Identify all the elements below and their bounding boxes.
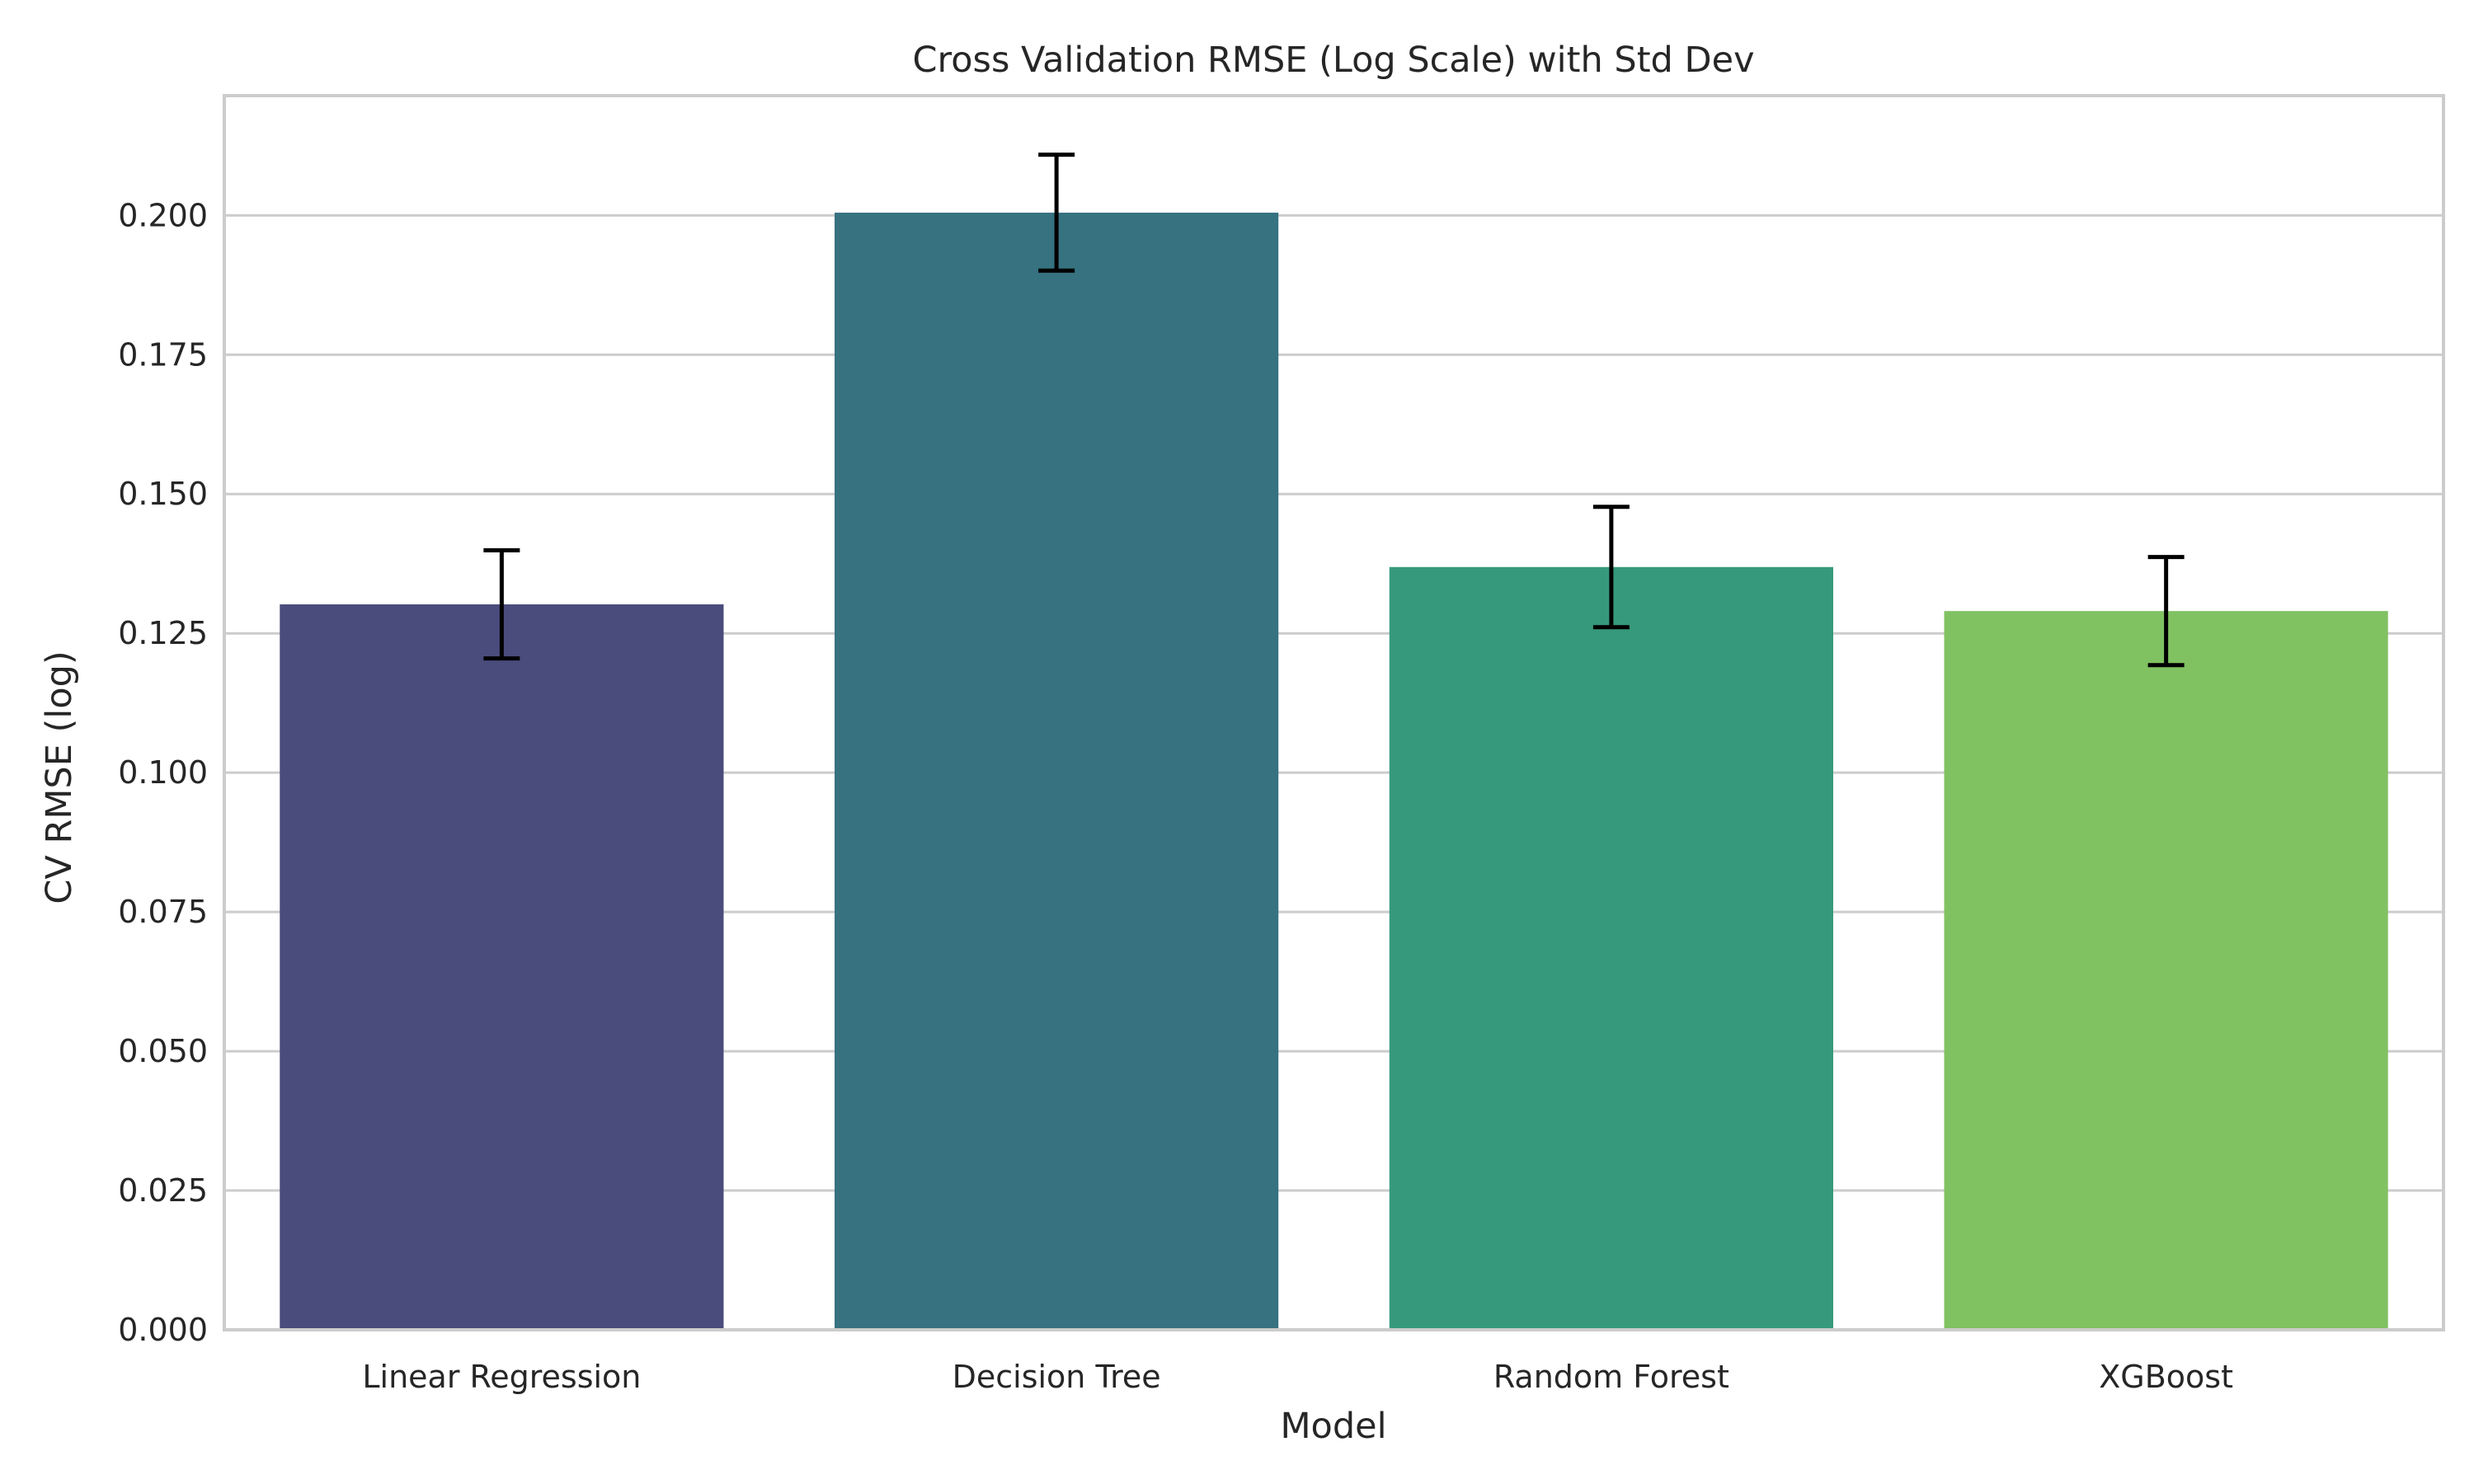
plot-frame — [223, 94, 2445, 1331]
y-tick-label: 0.150 — [118, 476, 208, 512]
x-tick-label: Linear Regression — [362, 1359, 641, 1395]
x-axis-label: Model — [1280, 1406, 1386, 1447]
x-tick-label: Decision Tree — [952, 1359, 1161, 1395]
bars — [280, 212, 2388, 1331]
y-tick-label: 0.175 — [118, 336, 208, 373]
y-axis-ticks: 0.000 0.025 0.050 0.075 0.100 0.125 0.150 0.175… — [118, 197, 208, 1348]
y-axis-label: CV RMSE (log) — [39, 650, 80, 904]
bar — [280, 604, 724, 1330]
y-tick-label: 0.125 — [118, 615, 208, 651]
bar — [1389, 566, 1833, 1330]
bar — [835, 212, 1279, 1331]
y-tick-label: 0.025 — [118, 1172, 208, 1209]
y-tick-label: 0.100 — [118, 754, 208, 791]
y-tick-label: 0.050 — [118, 1033, 208, 1069]
y-tick-label: 0.200 — [118, 197, 208, 233]
x-axis-ticks: Linear Regression Decision Tree Random For… — [362, 1359, 2233, 1395]
y-tick-label: 0.000 — [118, 1312, 208, 1348]
y-tick-label: 0.075 — [118, 894, 208, 930]
bar — [1944, 611, 2388, 1330]
x-tick-label: Random Forest — [1493, 1359, 1729, 1395]
x-tick-label: XGBoost — [2099, 1359, 2233, 1395]
error-bars — [483, 153, 2185, 668]
chart-title: Cross Validation RMSE (Log Scale) with S… — [912, 40, 1754, 81]
